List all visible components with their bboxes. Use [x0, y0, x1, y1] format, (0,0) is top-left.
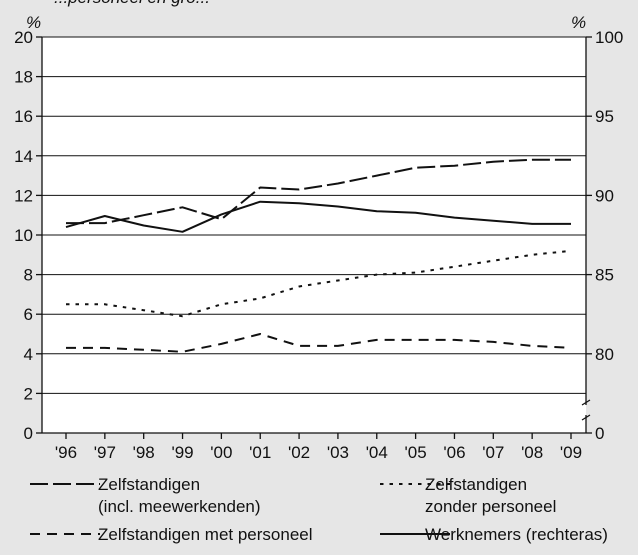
- legend-label-3: Werknemers (rechteras): [425, 525, 608, 544]
- left-tick-label: 6: [24, 305, 33, 324]
- x-tick-label: '98: [133, 443, 155, 462]
- series-line-0: [66, 158, 571, 225]
- left-tick-label: 2: [24, 384, 33, 403]
- x-tick-label: '03: [327, 443, 349, 462]
- left-tick-label: 10: [14, 226, 33, 245]
- legend-label-0: (incl. meewerkenden): [98, 497, 261, 516]
- left-tick-label: 0: [24, 424, 33, 443]
- x-tick-label: '02: [288, 443, 310, 462]
- series-line-3: [65, 200, 571, 233]
- x-tick-label: '09: [560, 443, 582, 462]
- right-tick-label: 90: [595, 186, 614, 205]
- series-line-1: [66, 249, 572, 318]
- right-tick-label: 80: [595, 345, 614, 364]
- left-tick-label: 14: [14, 147, 33, 166]
- right-tick-label: 0: [595, 424, 604, 443]
- right-tick-label: 85: [595, 266, 614, 285]
- x-tick-label: '07: [482, 443, 504, 462]
- left-tick-label: 4: [24, 345, 33, 364]
- legend-label-2: Zelfstandigen met personeel: [98, 525, 313, 544]
- legend-label-0: Zelfstandigen: [98, 475, 200, 494]
- right-tick-label: 100: [595, 28, 623, 47]
- series-line-2: [66, 333, 572, 353]
- x-tick-label: '01: [249, 443, 271, 462]
- x-tick-label: '05: [405, 443, 427, 462]
- x-tick-label: '99: [171, 443, 193, 462]
- x-tick-label: '08: [521, 443, 543, 462]
- left-tick-label: 20: [14, 28, 33, 47]
- left-tick-label: 18: [14, 68, 33, 87]
- x-tick-label: '04: [366, 443, 388, 462]
- left-tick-label: 16: [14, 107, 33, 126]
- left-axis-unit: %: [26, 13, 41, 32]
- x-tick-label: '97: [94, 443, 116, 462]
- legend-label-1: Zelfstandigen: [425, 475, 527, 494]
- left-tick-label: 8: [24, 266, 33, 285]
- left-tick-label: 12: [14, 186, 33, 205]
- x-tick-label: '96: [55, 443, 77, 462]
- chart-title-fragment: ...personeel en gro...: [54, 0, 210, 7]
- x-tick-label: '00: [210, 443, 232, 462]
- axis-break-mark: [581, 399, 591, 421]
- legend-label-1: zonder personeel: [425, 497, 556, 516]
- right-axis-unit: %: [571, 13, 586, 32]
- right-tick-label: 95: [595, 107, 614, 126]
- x-tick-label: '06: [443, 443, 465, 462]
